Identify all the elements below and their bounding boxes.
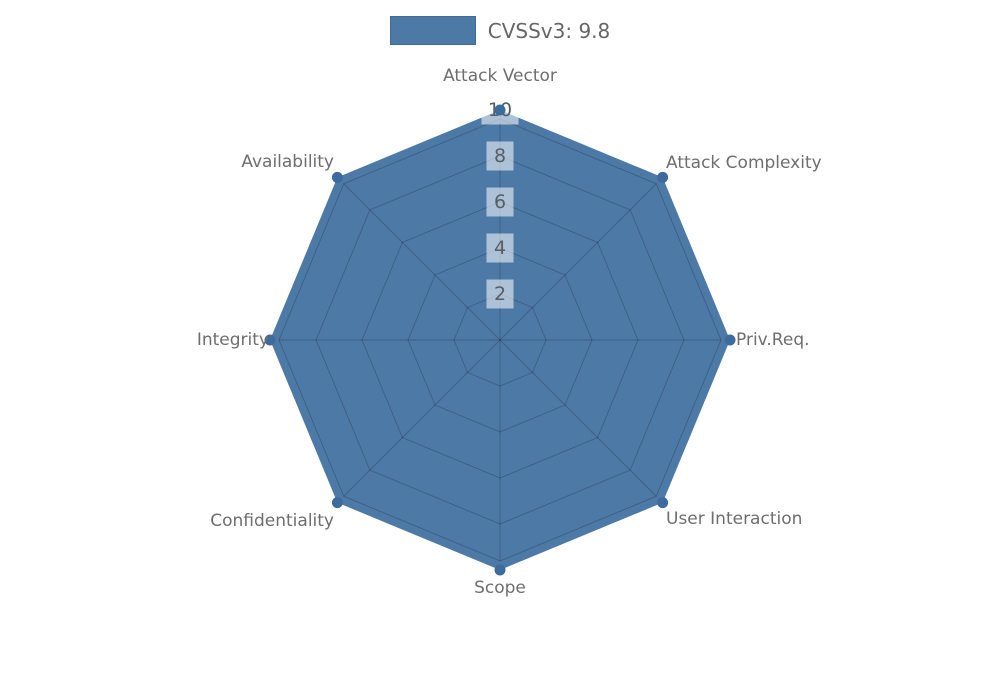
data-point-marker <box>331 171 343 183</box>
grid-ring <box>315 155 685 525</box>
data-point-marker <box>494 564 506 576</box>
tick-backdrop <box>486 187 514 217</box>
legend-item[interactable]: CVSSv3: 9.8 <box>389 16 611 45</box>
legend-label: CVSSv3: 9.8 <box>487 18 611 43</box>
grid-ring <box>407 247 593 433</box>
axis-label: Attack Vector <box>443 66 557 86</box>
legend: CVSSv3: 9.8 <box>0 16 1000 45</box>
legend-swatch-icon <box>389 16 476 45</box>
axis-label: Integrity <box>197 330 269 350</box>
tick-label: 6 <box>494 191 506 213</box>
axis-label: Confidentiality <box>210 511 334 531</box>
grid-ring <box>278 118 722 562</box>
axis-label: Scope <box>474 578 526 598</box>
data-point-marker <box>724 334 736 346</box>
tick-backdrop <box>486 279 514 309</box>
axis-spoke <box>343 339 501 497</box>
data-polygon-fill <box>270 110 730 570</box>
grid-ring <box>361 201 639 479</box>
axis-spoke <box>499 339 657 497</box>
tick-label: 8 <box>494 145 506 167</box>
grid-ring <box>453 293 547 387</box>
axis-label: Priv.Req. <box>736 330 810 350</box>
data-point-marker <box>264 334 276 346</box>
axis-spoke <box>499 183 657 341</box>
tick-label: 4 <box>494 237 506 259</box>
tick-backdrop <box>486 233 514 263</box>
axis-spoke <box>343 183 501 341</box>
axis-label: Attack Complexity <box>666 153 822 173</box>
tick-label: 2 <box>494 283 506 305</box>
axis-label: Availability <box>241 152 334 172</box>
data-point-marker <box>657 171 669 183</box>
data-point-marker <box>657 497 669 509</box>
axis-label: User Interaction <box>666 509 802 529</box>
data-point-marker <box>331 497 343 509</box>
data-point-marker <box>494 104 506 116</box>
tick-backdrop <box>486 141 514 171</box>
